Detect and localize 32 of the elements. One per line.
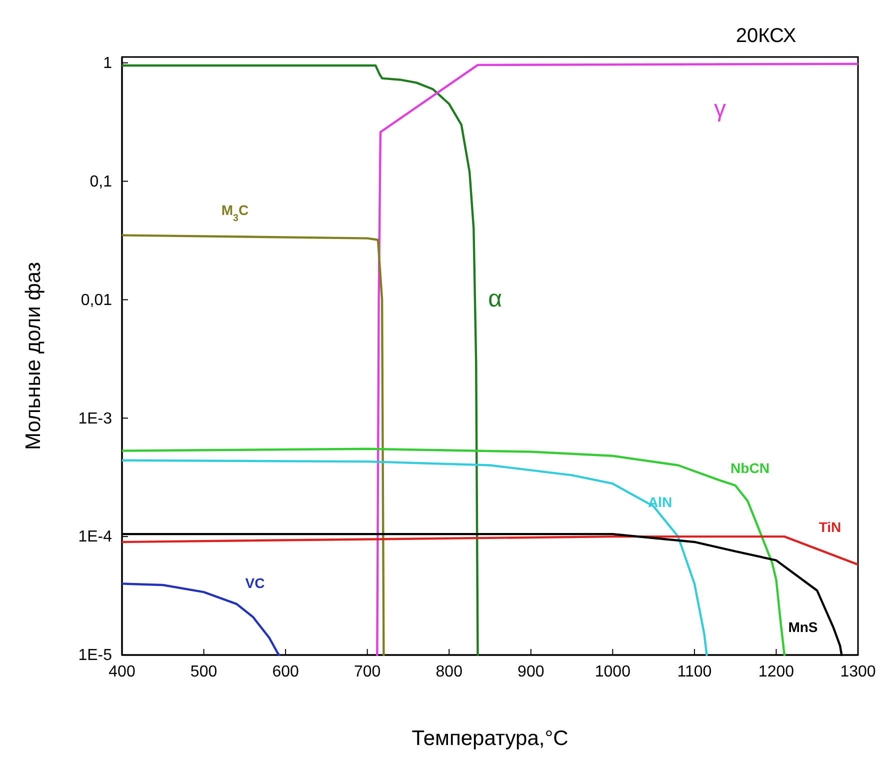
y-tick-label: 0,01 [80, 292, 112, 309]
x-tick-label: 1200 [758, 663, 794, 680]
series-label: M$_{3}$C [221, 202, 249, 224]
x-tick-label: 1000 [594, 663, 631, 680]
x-tick-label: 600 [272, 663, 299, 680]
x-axis-title: Температура,°C [412, 727, 568, 750]
y-tick-label: 1E-4 [78, 528, 112, 546]
y-axis-title: Мольные доли фаз [22, 262, 45, 450]
line-series [122, 234, 385, 656]
x-tick-label: 1100 [677, 663, 712, 680]
line-series [122, 64, 479, 656]
y-tick-label: 1 [103, 54, 112, 72]
y-tick-label: 1E-3 [78, 410, 112, 428]
x-tick-label: 1300 [840, 663, 876, 680]
y-tick-label: 0,1 [90, 173, 112, 190]
x-tick-label: 800 [436, 663, 463, 680]
series-label: MnS [788, 618, 818, 635]
chart-title: 20КСХ [736, 25, 796, 47]
line-series [122, 459, 708, 656]
line-series [376, 62, 858, 656]
x-tick-label: 700 [354, 663, 381, 680]
series-label: TiN [818, 518, 842, 535]
y-tick-label: 1E-5 [78, 647, 112, 664]
x-tick-label: 400 [108, 663, 136, 680]
series-label: γ [714, 95, 726, 122]
series-label: AlN [648, 494, 672, 510]
line-series [122, 448, 786, 656]
x-tick-label: 900 [518, 663, 544, 680]
series-label: VC [245, 574, 265, 591]
series-label: α [488, 285, 502, 312]
x-tick-label: 500 [190, 663, 218, 680]
series-label: NbCN [730, 460, 770, 476]
